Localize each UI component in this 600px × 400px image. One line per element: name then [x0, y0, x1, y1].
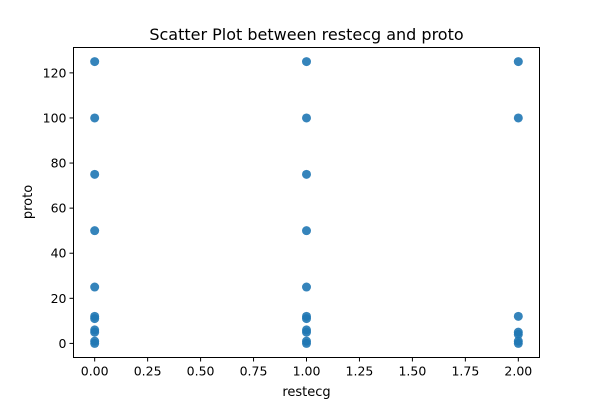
data-point — [90, 113, 100, 123]
data-point — [302, 57, 311, 67]
data-point — [90, 169, 100, 179]
data-point — [513, 329, 523, 339]
ticks-layer: 0.00 0.25 0.50 0.75 1.00 1.25 1.50 1.75 2.00 0 20 4… — [43, 65, 533, 378]
data-point — [302, 327, 311, 337]
x-tick-label: 1.25 — [346, 364, 374, 379]
y-axis-label: proto — [21, 185, 36, 219]
x-tick-label: 1.00 — [293, 364, 321, 379]
data-point — [302, 113, 311, 123]
x-tick-label: 1.50 — [398, 364, 426, 379]
x-tick-label: 0.00 — [81, 364, 109, 379]
data-point — [302, 282, 311, 292]
x-axis-label: restecg — [282, 385, 330, 400]
y-tick-label: 120 — [43, 65, 67, 80]
y-tick-label: 40 — [51, 246, 67, 261]
y-tick-label: 60 — [51, 201, 67, 216]
data-point — [90, 282, 100, 292]
x-tick-label: 0.25 — [134, 364, 162, 379]
x-tick-label: 0.75 — [240, 364, 268, 379]
x-tick-label: 2.00 — [504, 364, 532, 379]
data-point — [90, 314, 100, 324]
plot-frame — [73, 47, 540, 358]
data-point — [90, 338, 100, 348]
y-tick-label: 20 — [51, 291, 67, 306]
chart-title: Scatter Plot between restecg and proto — [149, 25, 463, 44]
data-point — [302, 314, 311, 324]
data-point — [302, 226, 311, 236]
data-point — [90, 57, 100, 67]
data-point — [90, 226, 100, 236]
data-point — [302, 338, 311, 348]
y-tick-label: 0 — [59, 336, 67, 351]
data-point — [302, 169, 311, 179]
x-tick-label: 0.50 — [187, 364, 215, 379]
points-layer — [90, 57, 523, 348]
y-tick-label: 80 — [51, 156, 67, 171]
data-point — [90, 327, 100, 337]
data-point — [513, 338, 523, 348]
data-point — [513, 57, 523, 67]
data-point — [513, 311, 523, 321]
data-point — [513, 113, 523, 123]
y-tick-label: 100 — [43, 110, 67, 125]
x-tick-label: 1.75 — [451, 364, 479, 379]
